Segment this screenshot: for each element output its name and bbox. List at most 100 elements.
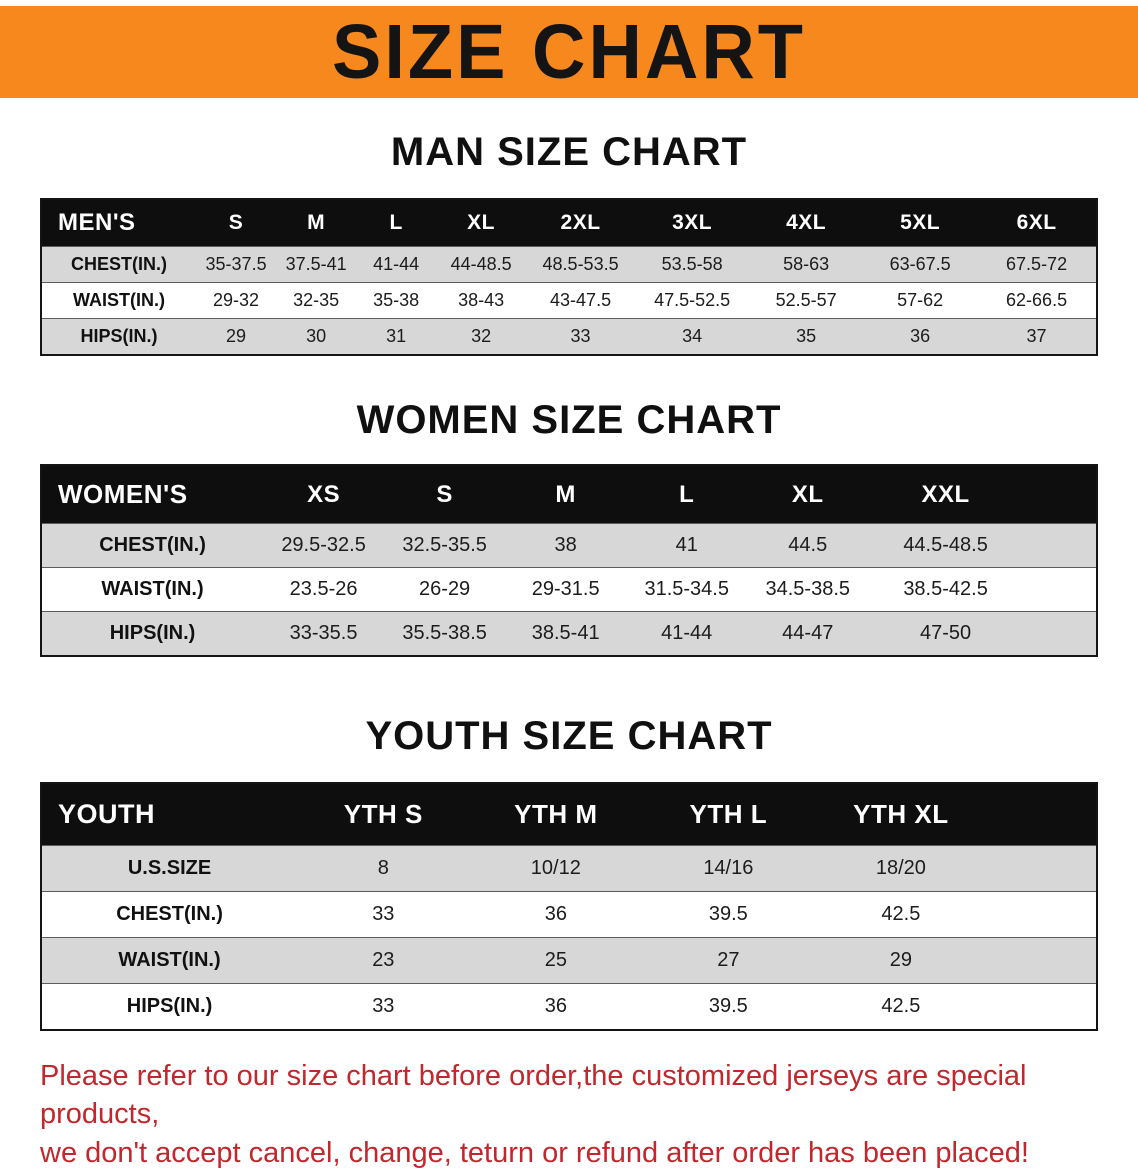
size-value-cell: 32 — [471, 326, 492, 346]
row-label-cell: U.S.SIZE — [127, 857, 212, 879]
youth-size-section: YOUTH SIZE CHART YOUTH YTH S YTH M YTH L YTH… — [0, 712, 1138, 1031]
size-column-header: 2XL — [525, 199, 636, 247]
size-column-header: XL — [747, 465, 869, 524]
women-size-table: WOMEN'S XS S M L XL XXL CHEST(IN.) 29.5-32.5 32.5… — [40, 464, 1098, 657]
size-value-cell: 38-43 — [458, 290, 505, 310]
size-value-cell: 36 — [544, 903, 567, 925]
size-value-cell: 43-47.5 — [550, 290, 612, 310]
size-value-cell: 38.5-41 — [531, 622, 600, 644]
size-value-cell: 10/12 — [530, 857, 581, 879]
size-column-header: 3XL — [635, 199, 750, 247]
row-label-cell: WAIST(IN.) — [73, 290, 166, 310]
measurement-row: HIPS(IN.) 33-35.5 35.5-38.5 38.5-41 41-44 44-… — [41, 611, 1097, 656]
size-value-cell: 38.5-42.5 — [903, 578, 988, 600]
size-column-header: M — [276, 199, 357, 247]
spacer-cell — [1023, 524, 1097, 568]
size-value-cell: 52.5-57 — [775, 290, 837, 310]
size-value-cell: 44.5 — [788, 534, 828, 556]
size-value-cell: 36 — [910, 326, 931, 346]
spacer-cell — [987, 846, 1097, 892]
spacer-cell — [987, 938, 1097, 984]
size-value-cell: 41 — [675, 534, 698, 556]
size-value-cell: 35 — [796, 326, 817, 346]
size-value-cell: 31 — [386, 326, 407, 346]
measurement-row: HIPS(IN.) 29 30 31 32 33 34 35 36 37 — [41, 318, 1097, 355]
size-column-header: YTH L — [642, 783, 815, 846]
women-size-section: WOMEN SIZE CHART WOMEN'S XS S M L XL XXL CHEST(… — [0, 396, 1138, 657]
size-value-cell: 18/20 — [875, 857, 926, 879]
size-value-cell: 36 — [544, 995, 567, 1017]
disclaimer-line-2: we don't accept cancel, change, teturn o… — [40, 1136, 1029, 1169]
measurement-row: CHEST(IN.) 29.5-32.5 32.5-35.5 38 41 44.5 44.5… — [41, 523, 1097, 568]
size-value-cell: 29-32 — [213, 290, 260, 310]
men-table-wrap: MEN'S S M L XL 2XL 3XL 4XL 5XL 6XL CHEST(IN.) 35-37… — [0, 198, 1138, 356]
size-value-cell: 8 — [377, 857, 389, 879]
size-column-header: M — [505, 465, 627, 524]
size-column-header: S — [384, 465, 506, 524]
size-column-header: 5XL — [863, 199, 978, 247]
size-value-cell: 23.5-26 — [289, 578, 358, 600]
size-value-cell: 33-35.5 — [289, 622, 358, 644]
size-value-cell: 62-66.5 — [1006, 290, 1068, 310]
size-value-cell: 57-62 — [897, 290, 944, 310]
size-value-cell: 47-50 — [919, 622, 972, 644]
size-value-cell: 47.5-52.5 — [654, 290, 731, 310]
size-value-cell: 34.5-38.5 — [765, 578, 851, 600]
size-value-cell: 58-63 — [783, 254, 830, 274]
page-title: SIZE CHART — [332, 8, 806, 95]
table-title-cell: MEN'S — [41, 199, 197, 247]
size-column-header: L — [356, 199, 437, 247]
table-title-cell: WOMEN'S — [41, 465, 264, 524]
man-size-chart-heading: MAN SIZE CHART — [390, 130, 748, 174]
size-value-cell: 44-48.5 — [450, 254, 512, 274]
size-value-cell: 39.5 — [708, 903, 748, 925]
men-size-section: MAN SIZE CHART MEN'S S M L XL 2XL 3XL 4XL 5XL 6XL… — [0, 128, 1138, 356]
size-value-cell: 53.5-58 — [661, 254, 723, 274]
size-column-header: YTH M — [469, 783, 643, 846]
measurement-row: CHEST(IN.) 35-37.5 37.5-41 41-44 44-48.5 48.5… — [41, 246, 1097, 283]
size-value-cell: 25 — [544, 949, 567, 971]
spacer-cell — [987, 783, 1097, 846]
size-value-cell: 44-47 — [782, 622, 834, 644]
size-value-cell: 42.5 — [881, 995, 921, 1017]
size-value-cell: 37 — [1026, 326, 1047, 346]
spacer-cell — [1022, 465, 1097, 524]
row-label-cell: CHEST(IN.) — [71, 254, 168, 274]
size-value-cell: 35-37.5 — [205, 254, 267, 274]
size-value-cell: 33 — [570, 326, 591, 346]
size-value-cell: 26-29 — [419, 578, 471, 600]
row-label-cell: CHEST(IN.) — [99, 534, 206, 556]
size-column-header: XXL — [868, 465, 1023, 524]
size-value-cell: 33 — [372, 903, 395, 925]
size-value-cell: 23 — [372, 949, 395, 971]
row-label-cell: HIPS(IN.) — [126, 995, 213, 1017]
size-value-cell: 30 — [306, 326, 327, 346]
youth-size-chart-heading: YOUTH SIZE CHART — [365, 714, 773, 758]
size-value-cell: 35.5-38.5 — [402, 622, 487, 644]
women-table-wrap: WOMEN'S XS S M L XL XXL CHEST(IN.) 29.5-32.5 32.5… — [0, 464, 1138, 657]
size-value-cell: 39.5 — [708, 995, 748, 1017]
size-value-cell: 32.5-35.5 — [402, 534, 487, 556]
size-value-cell: 29 — [226, 326, 247, 346]
size-value-cell: 29-31.5 — [531, 578, 600, 600]
spacer-cell — [1023, 568, 1097, 612]
row-label-cell: HIPS(IN.) — [80, 326, 158, 346]
row-label-cell: WAIST(IN.) — [118, 949, 221, 971]
size-value-cell: 48.5-53.5 — [542, 254, 619, 274]
row-label-cell: CHEST(IN.) — [116, 903, 223, 925]
size-column-header: 6XL — [977, 199, 1097, 247]
measurement-row: WAIST(IN.) 23 25 27 29 — [41, 937, 1097, 984]
size-value-cell: 38 — [554, 534, 577, 556]
spacer-cell — [987, 892, 1097, 938]
size-value-cell: 34 — [682, 326, 703, 346]
size-value-cell: 27 — [717, 949, 740, 971]
size-value-cell: 42.5 — [881, 903, 921, 925]
measurement-row: HIPS(IN.) 33 36 39.5 42.5 — [41, 983, 1097, 1030]
youth-size-table: YOUTH YTH S YTH M YTH L YTH XL U.S.SIZE 8 10/12… — [40, 782, 1098, 1031]
youth-table-wrap: YOUTH YTH S YTH M YTH L YTH XL U.S.SIZE 8 10/12… — [0, 782, 1138, 1031]
size-value-cell: 29 — [889, 949, 912, 971]
size-value-cell: 29.5-32.5 — [281, 534, 366, 556]
size-value-cell: 67.5-72 — [1006, 254, 1068, 274]
measurement-row: WAIST(IN.) 23.5-26 26-29 29-31.5 31.5-34.5 34… — [41, 567, 1097, 612]
table-header-row: WOMEN'S XS S M L XL XXL — [41, 465, 1097, 524]
